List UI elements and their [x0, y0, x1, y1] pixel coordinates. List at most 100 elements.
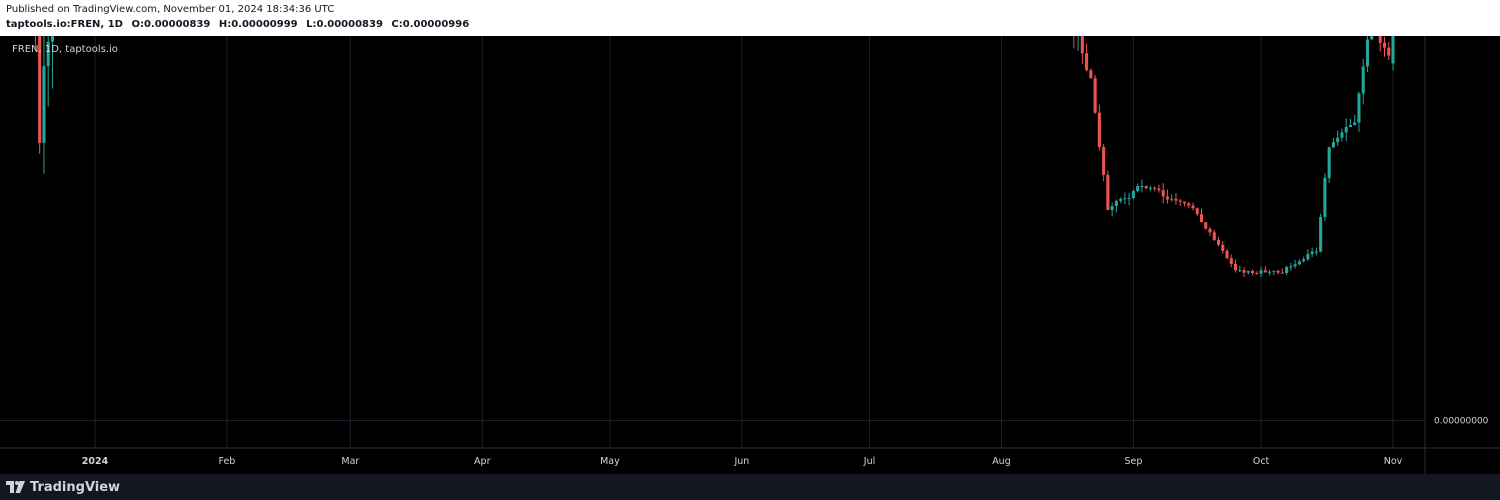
- open-label: O:: [131, 19, 144, 30]
- x-tick-label: Aug: [992, 456, 1011, 467]
- candle-body: [1285, 267, 1289, 274]
- candle-body: [1280, 272, 1284, 274]
- candle-layer: [34, 36, 1395, 278]
- low-label: L:: [306, 19, 317, 30]
- x-tick-label: Mar: [341, 456, 359, 467]
- close-label: C:: [391, 19, 403, 30]
- candle-body: [1382, 42, 1387, 48]
- candle-body: [1195, 208, 1199, 215]
- candle-body: [1212, 232, 1216, 241]
- candle-body: [1229, 258, 1233, 264]
- candle-body: [1263, 270, 1267, 273]
- tradingview-logo[interactable]: TradingView: [6, 479, 120, 495]
- axis-layer: 0.000080000.000070000.000060000.00005000…: [0, 36, 1500, 474]
- candle-body: [1323, 177, 1327, 217]
- candle-body: [42, 66, 46, 143]
- candle-body: [1123, 198, 1127, 200]
- candle-body: [1170, 198, 1174, 200]
- candle-body: [1272, 270, 1276, 272]
- candle-body: [1293, 264, 1297, 267]
- candle-body: [1234, 263, 1238, 271]
- candle-body: [1255, 273, 1259, 275]
- candle-body: [1327, 147, 1331, 178]
- candle-body: [1148, 187, 1152, 189]
- candle-body: [1378, 36, 1382, 43]
- candle-body: [1297, 261, 1301, 265]
- chart-legend-label: FREN, 1D, taptools.io: [12, 44, 118, 55]
- x-tick-label: Jul: [863, 456, 875, 467]
- candle-body: [1097, 112, 1101, 148]
- candle-body: [1140, 186, 1144, 188]
- candle-body: [1365, 39, 1369, 67]
- candle-body: [1306, 254, 1310, 260]
- published-header: Published on TradingView.com, November 0…: [0, 0, 1500, 36]
- candle-body: [1353, 122, 1357, 126]
- x-tick-label: Apr: [474, 456, 491, 467]
- candle-body: [1114, 200, 1118, 206]
- x-tick-label: Nov: [1384, 456, 1403, 467]
- candle-body: [1182, 201, 1187, 204]
- high-value: 0.00000999: [231, 19, 298, 30]
- x-tick-label: Feb: [219, 456, 236, 467]
- candle-body: [1085, 53, 1089, 71]
- candle-body: [1144, 186, 1148, 189]
- candle-body: [1089, 70, 1093, 79]
- candle-body: [1259, 270, 1263, 274]
- candle-body: [1131, 191, 1135, 198]
- candle-body: [1340, 132, 1344, 138]
- grid-layer: [0, 36, 1425, 448]
- candle-body: [46, 41, 50, 67]
- candle-body: [1242, 270, 1246, 273]
- candle-body: [1331, 142, 1335, 148]
- tradingview-brand-text: TradingView: [30, 479, 121, 495]
- candle-body: [1199, 214, 1204, 223]
- close-value: 0.00000996: [402, 19, 470, 30]
- candle-body: [1387, 47, 1391, 56]
- candle-body: [1191, 205, 1195, 209]
- candle-body: [1357, 93, 1361, 123]
- y-tick-label: 0.00000000: [1434, 416, 1489, 426]
- candle-body: [1221, 244, 1225, 251]
- candle-body: [1246, 270, 1250, 273]
- candle-body: [1157, 188, 1161, 191]
- candle-body: [1119, 199, 1123, 201]
- candle-body: [1314, 251, 1318, 253]
- candlestick-chart[interactable]: 0.00000996 0.000080000.000070000.0000600…: [0, 36, 1500, 474]
- candle-body: [1161, 190, 1165, 197]
- candle-body: [1110, 205, 1114, 210]
- candle-body: [1348, 125, 1352, 128]
- published-info: Published on TradingView.com, November 0…: [6, 4, 335, 15]
- candle-body: [1187, 203, 1191, 206]
- candle-body: [1310, 251, 1314, 255]
- symbol-name: taptools.io:FREN, 1D: [6, 19, 123, 30]
- candle-body: [1136, 186, 1140, 192]
- candle-body: [1370, 36, 1374, 40]
- low-value: 0.00000839: [316, 19, 383, 30]
- candle-body: [1204, 222, 1208, 229]
- candle-body: [1225, 250, 1229, 259]
- candle-body: [1336, 137, 1340, 143]
- x-tick-label: Oct: [1253, 456, 1270, 467]
- tradingview-logo-icon: [6, 481, 25, 493]
- open-value: 0.00000839: [143, 19, 211, 30]
- candle-body: [1106, 174, 1110, 210]
- candle-body: [1174, 198, 1178, 201]
- candle-body: [1102, 147, 1106, 175]
- candle-body: [1391, 36, 1395, 64]
- candle-body: [1276, 270, 1280, 273]
- candle-body: [1319, 216, 1323, 252]
- x-tick-label: 2024: [82, 456, 109, 467]
- x-tick-label: May: [600, 456, 620, 467]
- candle-body: [1238, 270, 1242, 272]
- candle-body: [38, 36, 42, 143]
- candle-body: [1178, 200, 1182, 202]
- candle-body: [1080, 36, 1084, 54]
- chart-area[interactable]: 0.00000996 0.000080000.000070000.0000600…: [0, 36, 1500, 474]
- symbol-ohlc-line: taptools.io:FREN, 1D O:0.00000839 H:0.00…: [6, 19, 469, 30]
- candle-body: [1344, 127, 1348, 133]
- x-tick-label: Sep: [1124, 456, 1142, 467]
- candle-body: [1251, 270, 1255, 274]
- candle-body: [1153, 187, 1157, 189]
- candle-body: [1093, 78, 1097, 113]
- candle-body: [1165, 196, 1169, 200]
